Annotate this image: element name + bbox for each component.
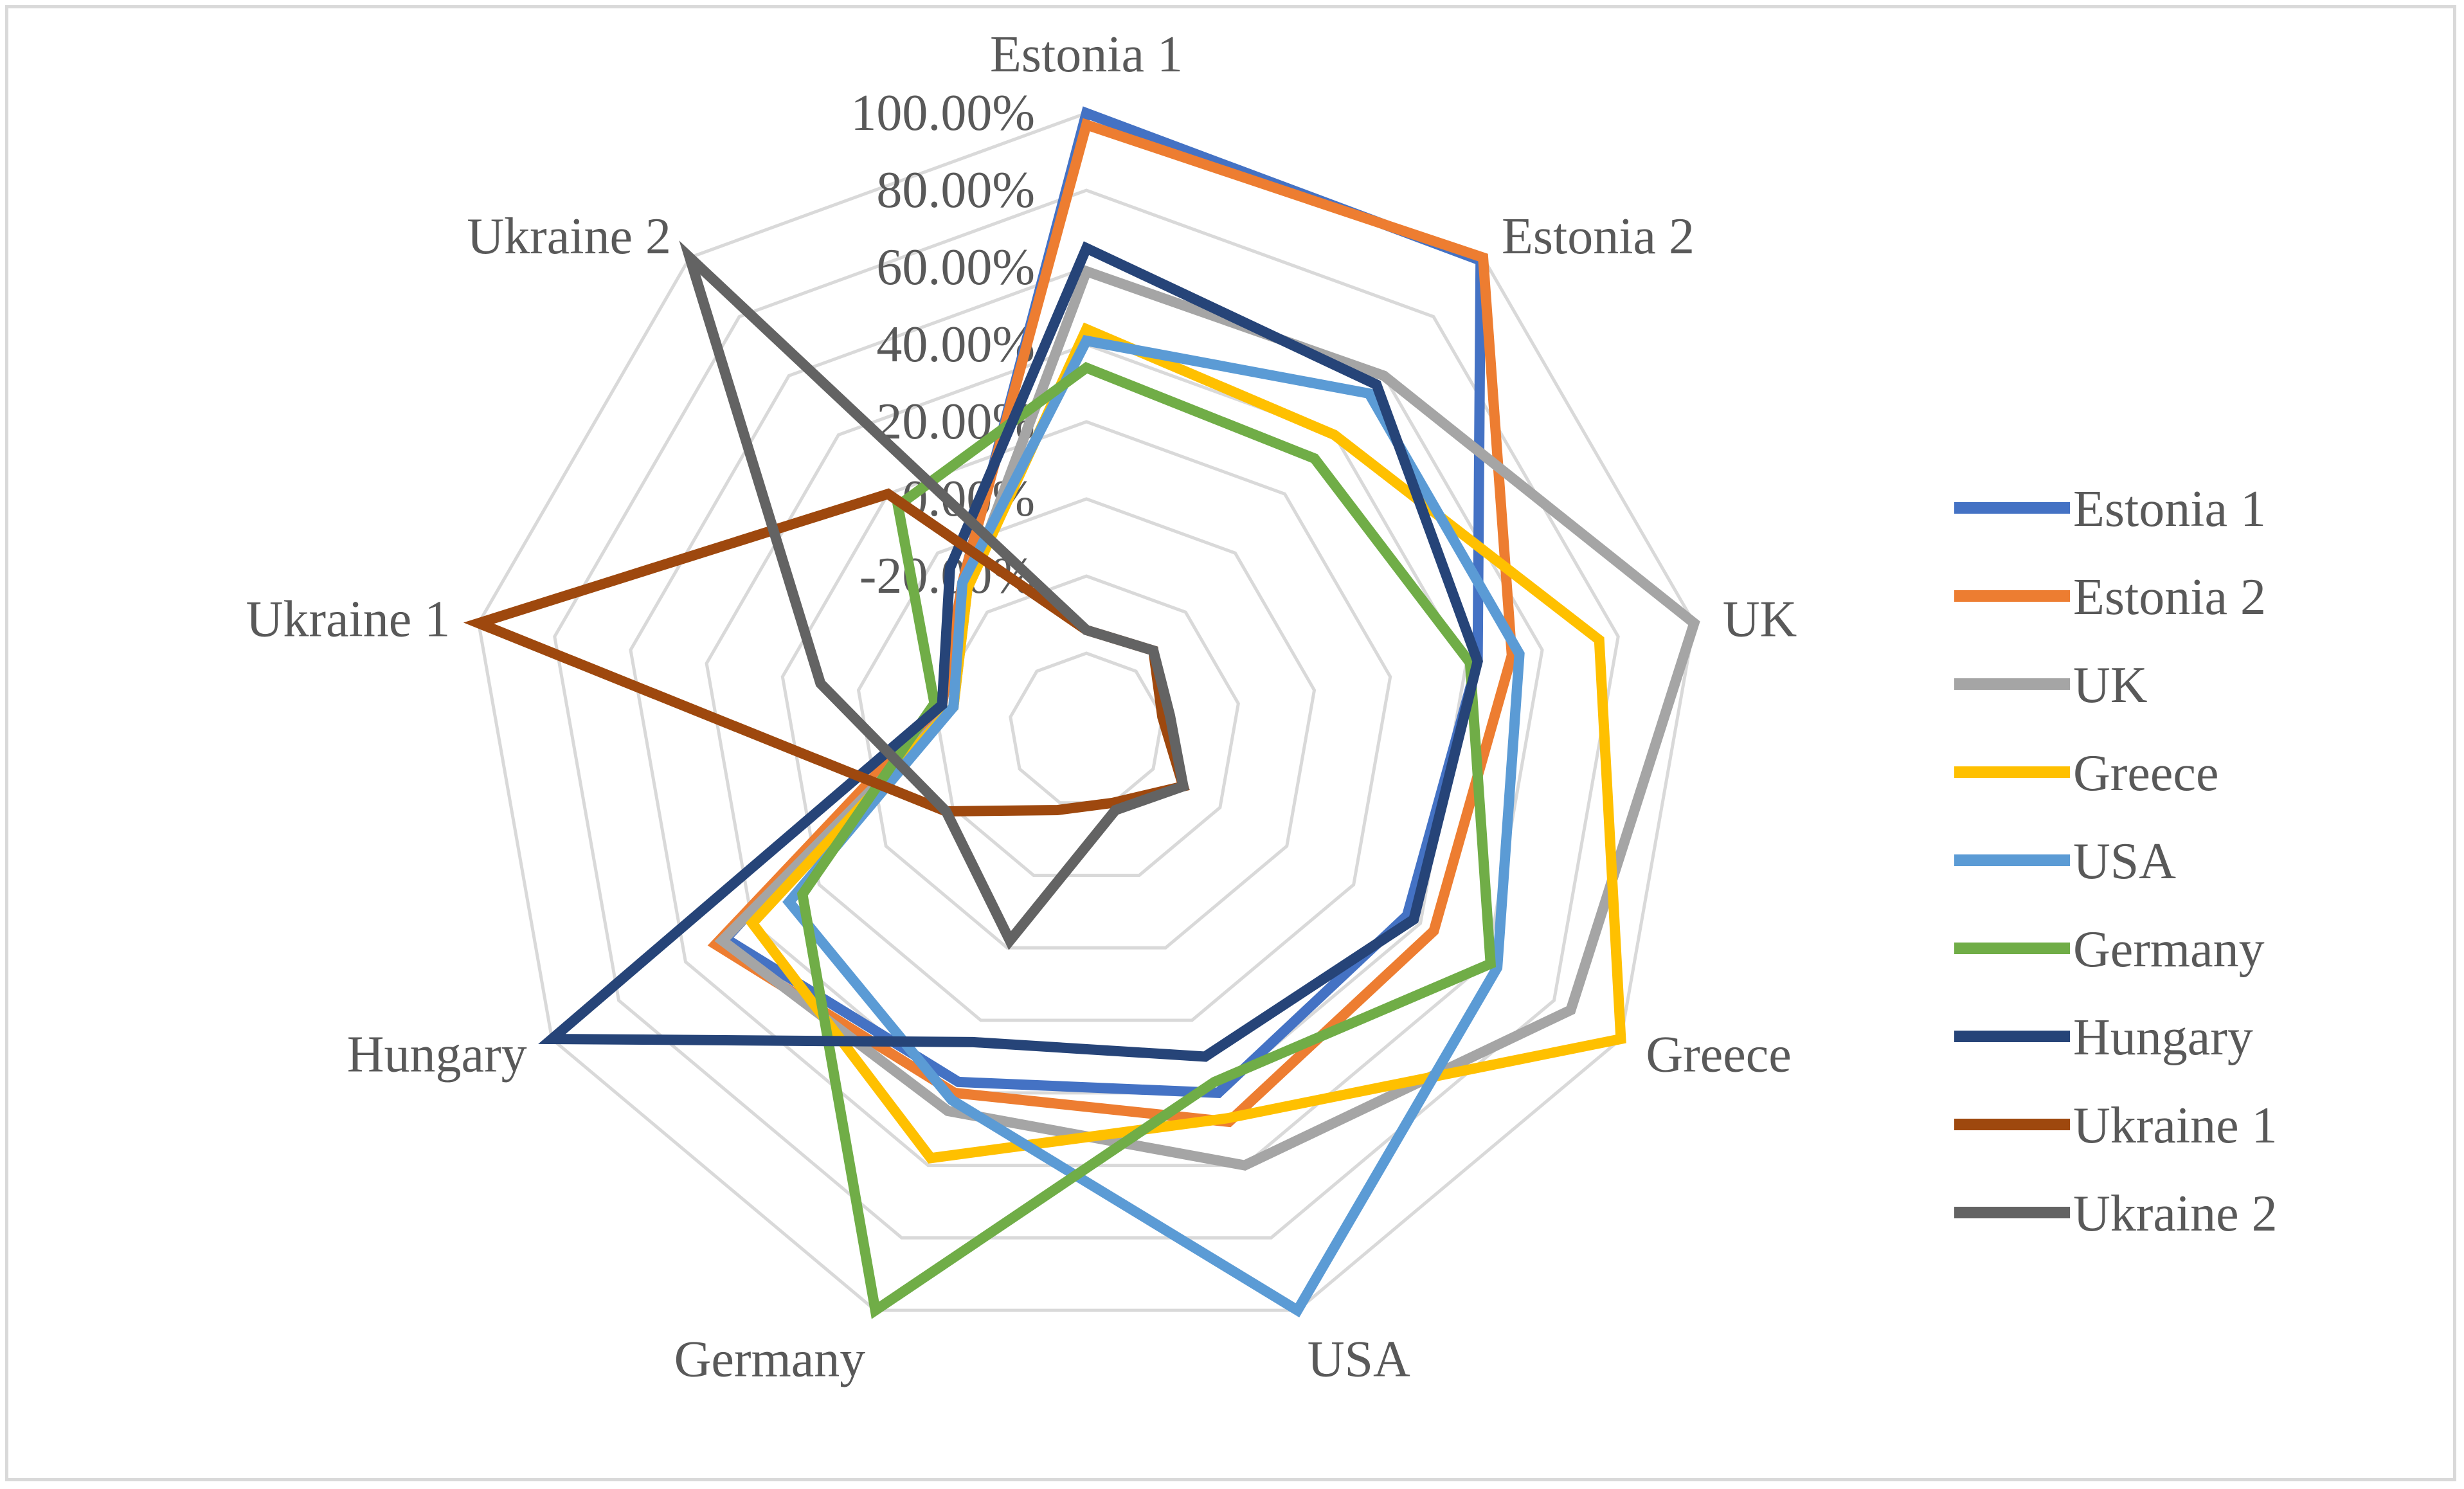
grid-ring bbox=[856, 497, 1317, 950]
legend-label: Hungary bbox=[2073, 1009, 2253, 1066]
axis-label-ukraine-2: Ukraine 2 bbox=[467, 208, 671, 265]
axis-label-estonia-2: Estonia 2 bbox=[1502, 208, 1695, 265]
legend-label: Germany bbox=[2073, 921, 2265, 978]
grid-ring bbox=[933, 574, 1240, 878]
legend-label: USA bbox=[2073, 833, 2176, 890]
legend-label: Greece bbox=[2073, 745, 2218, 802]
series-line-germany bbox=[796, 361, 1497, 1319]
legend-label: Ukraine 1 bbox=[2073, 1097, 2278, 1154]
axis-label-germany: Germany bbox=[674, 1331, 866, 1387]
legend-label: Ukraine 2 bbox=[2073, 1186, 2278, 1242]
grid-ring bbox=[476, 111, 1696, 1312]
tick-label: 60.00% bbox=[876, 239, 1035, 296]
tick-label: 40.00% bbox=[876, 316, 1035, 373]
legend: Estonia 1 Estonia 2 UK Greece USA Germany Hung… bbox=[1954, 481, 2278, 1242]
series-line-usa bbox=[782, 335, 1525, 1318]
legend-label: UK bbox=[2073, 657, 2148, 714]
series-line-estonia-2 bbox=[707, 118, 1517, 1128]
tick-label: 80.00% bbox=[876, 162, 1035, 219]
axis-label-hungary: Hungary bbox=[347, 1027, 527, 1083]
legend-label: Estonia 2 bbox=[2073, 569, 2266, 626]
grid-ring bbox=[780, 420, 1392, 1022]
series-layer bbox=[463, 106, 1700, 1319]
axis-label-usa: USA bbox=[1308, 1331, 1410, 1387]
axis-label-ukraine-1: Ukraine 1 bbox=[246, 591, 451, 647]
grid-ring bbox=[553, 188, 1620, 1240]
axis-label-estonia-1: Estonia 1 bbox=[990, 26, 1183, 83]
grid-ring bbox=[705, 343, 1468, 1095]
tick-label: 100.00% bbox=[850, 85, 1035, 141]
axis-label-greece: Greece bbox=[1646, 1027, 1791, 1083]
legend-label: Estonia 1 bbox=[2073, 481, 2266, 537]
grid-ring bbox=[1009, 651, 1164, 805]
series-line-ukraine-2 bbox=[679, 240, 1189, 950]
series-line-hungary bbox=[538, 241, 1483, 1062]
axis-label-uk: UK bbox=[1723, 591, 1797, 647]
axis-label-layer: Estonia 1 Estonia 2 UK Greece USA Germany Hung… bbox=[246, 26, 1797, 1387]
series-line-ukraine-1 bbox=[463, 488, 1190, 817]
grid-ring bbox=[629, 266, 1544, 1168]
